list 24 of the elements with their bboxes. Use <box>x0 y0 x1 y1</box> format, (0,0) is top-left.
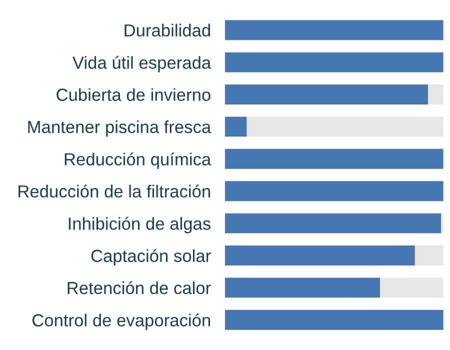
bar <box>225 84 428 104</box>
y-tick-label: Captación solar <box>91 249 211 266</box>
bar <box>225 181 444 202</box>
y-tick-label: Reducción de la filtración <box>18 184 210 198</box>
bar <box>380 278 444 298</box>
y-tick-label: Control de evaporación <box>32 314 210 330</box>
y-tick-label: Retención de calor <box>68 281 211 294</box>
bar <box>225 310 444 330</box>
bar <box>225 116 247 137</box>
bar <box>225 213 442 234</box>
bar <box>246 116 444 137</box>
bar <box>225 148 444 169</box>
bar <box>225 246 415 266</box>
y-tick-label: Inhibición de algas <box>68 216 210 234</box>
bar <box>225 52 444 72</box>
y-tick-label: Mantener piscina fresca <box>28 120 212 137</box>
bar <box>225 20 444 40</box>
bar <box>428 84 444 104</box>
bar <box>225 278 380 298</box>
y-tick-label: Cubierta de invierno <box>56 88 210 101</box>
y-tick-label: Durabilidad <box>124 24 210 37</box>
y-tick-label: Vida útil esperada <box>72 56 212 72</box>
bar <box>414 246 444 266</box>
y-tick-label: Reducción química <box>64 152 212 169</box>
